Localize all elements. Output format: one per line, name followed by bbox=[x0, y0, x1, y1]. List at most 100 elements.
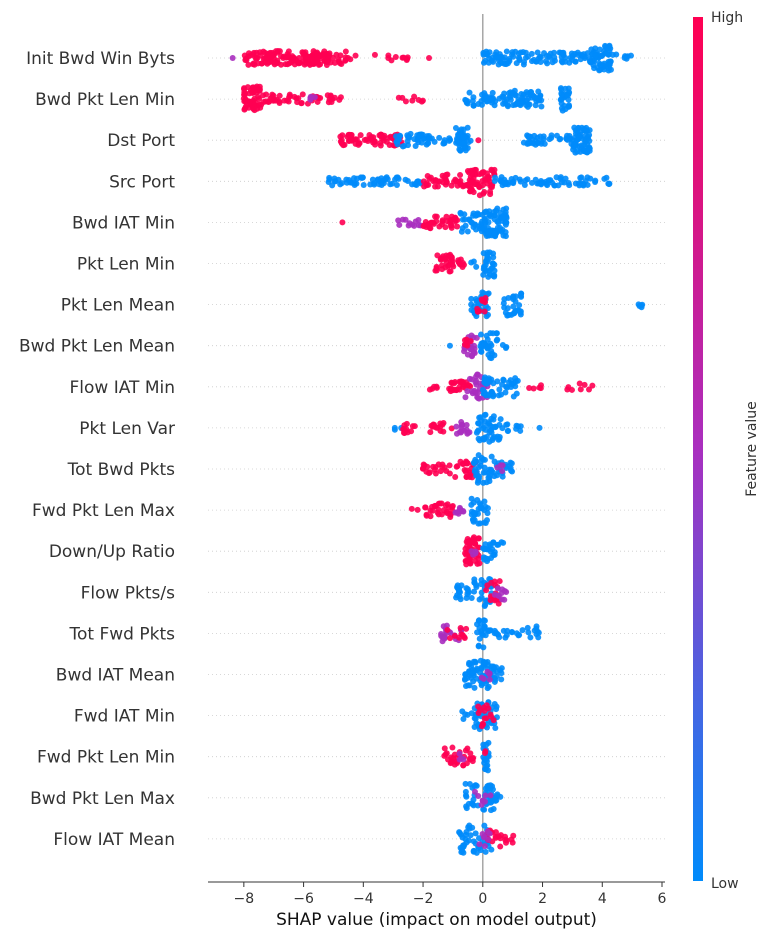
shap-point bbox=[399, 216, 406, 223]
shap-point bbox=[536, 424, 543, 431]
shap-point bbox=[483, 587, 490, 594]
shap-point bbox=[433, 267, 440, 274]
shap-point bbox=[532, 141, 539, 148]
shap-point bbox=[494, 791, 501, 798]
shap-point bbox=[471, 788, 478, 795]
shap-point bbox=[606, 180, 613, 187]
shap-point bbox=[480, 658, 487, 665]
shap-point bbox=[458, 228, 465, 235]
shap-point bbox=[481, 617, 488, 624]
shap-point bbox=[472, 830, 479, 837]
shap-point bbox=[454, 223, 461, 230]
feature-rows: Init Bwd Win Byts Bwd Pkt Len Min Dst Port… bbox=[19, 49, 665, 850]
shap-point bbox=[229, 55, 236, 61]
shap-point bbox=[523, 89, 530, 96]
shap-point bbox=[537, 59, 544, 66]
shap-point bbox=[462, 711, 469, 718]
shap-point bbox=[435, 461, 442, 468]
shap-point bbox=[492, 797, 499, 804]
shap-point bbox=[369, 176, 376, 183]
feature-label: Tot Fwd Pkts bbox=[69, 624, 176, 644]
shap-point bbox=[387, 181, 394, 188]
shap-point bbox=[509, 49, 516, 56]
shap-point bbox=[479, 632, 486, 639]
shap-point bbox=[597, 66, 604, 73]
shap-point bbox=[384, 176, 391, 183]
shap-point bbox=[467, 832, 474, 839]
shap-point bbox=[457, 624, 464, 631]
shap-point bbox=[285, 98, 292, 105]
shap-point bbox=[491, 551, 498, 558]
shap-point bbox=[468, 595, 475, 602]
shap-point bbox=[449, 504, 456, 511]
shap-point bbox=[448, 213, 455, 220]
shap-point bbox=[434, 183, 441, 190]
shap-point bbox=[475, 535, 482, 542]
shap-point bbox=[479, 797, 486, 804]
shap-point bbox=[457, 429, 464, 436]
feature-label: Fwd Pkt Len Min bbox=[37, 748, 175, 768]
shap-point bbox=[324, 92, 331, 99]
shap-point bbox=[411, 180, 418, 187]
shap-point bbox=[488, 355, 495, 362]
shap-point bbox=[514, 377, 521, 384]
shap-point bbox=[345, 131, 352, 138]
shap-point bbox=[457, 210, 464, 217]
shap-point bbox=[502, 229, 509, 236]
shap-point bbox=[508, 383, 515, 390]
shap-point bbox=[437, 420, 444, 427]
shap-point bbox=[577, 174, 584, 181]
shap-point bbox=[507, 459, 514, 466]
shap-point bbox=[457, 256, 464, 263]
shap-point bbox=[443, 218, 450, 225]
shap-point bbox=[300, 49, 307, 56]
shap-point bbox=[478, 458, 485, 465]
shap-point bbox=[503, 839, 510, 846]
shap-point bbox=[411, 93, 418, 100]
shap-point bbox=[486, 670, 493, 677]
shap-point bbox=[502, 389, 509, 396]
shap-point bbox=[411, 222, 418, 229]
shap-point bbox=[500, 376, 507, 383]
shap-point bbox=[559, 107, 566, 114]
shap-point bbox=[458, 378, 465, 385]
shap-point bbox=[441, 745, 448, 752]
shap-point bbox=[286, 94, 293, 101]
shap-point bbox=[532, 102, 539, 109]
shap-point bbox=[347, 56, 354, 63]
shap-point bbox=[576, 134, 583, 141]
shap-point bbox=[486, 676, 493, 683]
shap-point bbox=[581, 381, 588, 388]
shap-point bbox=[425, 140, 432, 147]
shap-point bbox=[420, 135, 427, 142]
shap-point bbox=[558, 86, 565, 93]
shap-point bbox=[586, 386, 593, 393]
shap-point bbox=[461, 466, 468, 473]
shap-point bbox=[455, 587, 462, 594]
shap-point bbox=[485, 836, 492, 843]
shap-point bbox=[562, 58, 569, 65]
shap-point bbox=[503, 48, 510, 55]
shap-point bbox=[576, 182, 583, 189]
shap-point bbox=[492, 424, 499, 431]
shap-point bbox=[414, 506, 421, 513]
shap-point bbox=[377, 133, 384, 140]
shap-point bbox=[471, 684, 478, 691]
shap-point bbox=[578, 142, 585, 149]
x-tick-label: 6 bbox=[658, 891, 667, 907]
shap-point bbox=[491, 678, 498, 685]
shap-point bbox=[448, 222, 455, 229]
shap-point bbox=[241, 85, 248, 92]
shap-point bbox=[374, 176, 381, 183]
feature-label: Bwd IAT Min bbox=[72, 213, 175, 233]
shap-point bbox=[479, 182, 486, 189]
shap-point bbox=[489, 89, 496, 96]
shap-point bbox=[483, 332, 490, 339]
shap-point bbox=[492, 54, 499, 61]
shap-point bbox=[482, 469, 489, 476]
shap-point bbox=[466, 89, 473, 96]
shap-point bbox=[518, 91, 525, 98]
shap-point bbox=[484, 828, 491, 835]
shap-point bbox=[565, 102, 572, 109]
shap-point bbox=[472, 226, 479, 233]
